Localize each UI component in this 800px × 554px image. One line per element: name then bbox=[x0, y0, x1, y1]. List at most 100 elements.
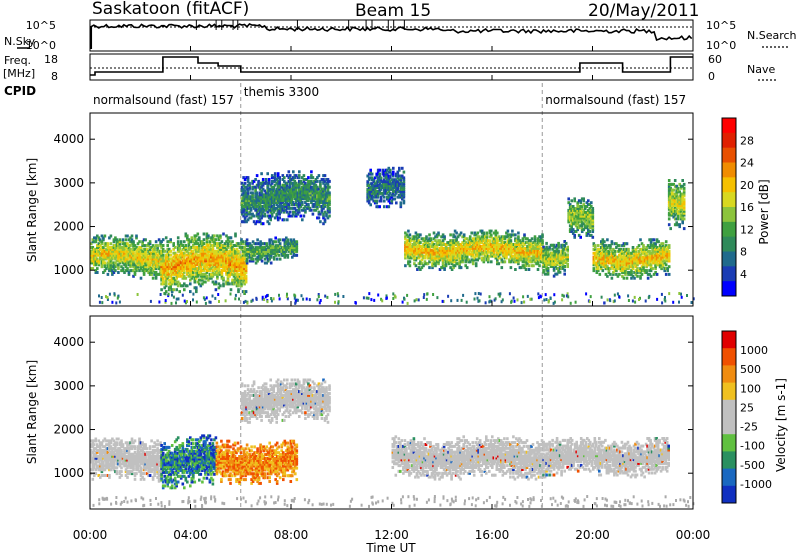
power-cell bbox=[208, 240, 212, 244]
power-cell bbox=[579, 208, 582, 212]
power-cell bbox=[117, 271, 120, 274]
power-cell bbox=[270, 208, 274, 212]
power-cell bbox=[470, 246, 473, 250]
power-cell bbox=[503, 237, 507, 241]
power-cell bbox=[271, 246, 274, 250]
power-cell bbox=[231, 257, 234, 261]
power-cell bbox=[395, 178, 398, 182]
power-cell bbox=[282, 248, 285, 251]
power-cell bbox=[607, 257, 611, 261]
power-cell bbox=[604, 265, 608, 269]
power-cell bbox=[273, 199, 277, 203]
power-cell bbox=[444, 254, 448, 258]
power-cell bbox=[179, 284, 183, 288]
power-cell bbox=[160, 255, 163, 259]
power-cell bbox=[226, 282, 230, 286]
power-cell bbox=[142, 267, 146, 271]
power-cell bbox=[503, 243, 507, 246]
power-cell bbox=[222, 255, 225, 259]
power-cell bbox=[561, 265, 565, 268]
power-cell bbox=[121, 240, 125, 244]
power-cell bbox=[482, 256, 486, 260]
power-cell bbox=[453, 248, 457, 252]
power-cell bbox=[287, 176, 291, 180]
power-cell bbox=[607, 255, 611, 259]
power-cell bbox=[170, 270, 174, 274]
power-cell bbox=[103, 251, 107, 255]
power-cell bbox=[141, 249, 144, 253]
power-cell bbox=[571, 212, 575, 216]
power-cell bbox=[434, 254, 437, 258]
power-cell bbox=[319, 189, 322, 193]
power-cell bbox=[624, 257, 627, 261]
power-cell bbox=[129, 261, 132, 265]
power-cell bbox=[490, 252, 493, 256]
power-cell bbox=[211, 259, 215, 263]
power-cell bbox=[568, 228, 572, 232]
power-cell bbox=[639, 269, 642, 273]
power-cell bbox=[94, 255, 98, 259]
power-cell bbox=[161, 267, 165, 271]
power-cell bbox=[126, 247, 129, 251]
power-cell bbox=[467, 260, 470, 264]
power-cell bbox=[432, 246, 436, 250]
power-cell bbox=[198, 263, 201, 267]
power-cell bbox=[234, 259, 237, 263]
power-cell bbox=[129, 253, 132, 257]
power-cell bbox=[613, 253, 617, 257]
power-cell bbox=[407, 254, 410, 258]
power-cell bbox=[96, 246, 99, 249]
power-cell bbox=[369, 187, 372, 191]
power-cell bbox=[568, 205, 572, 208]
power-cell bbox=[217, 249, 221, 253]
power-cell bbox=[195, 255, 198, 259]
power-cell bbox=[322, 206, 325, 210]
power-cell bbox=[554, 263, 557, 266]
power-cell bbox=[284, 195, 288, 199]
power-cell bbox=[299, 193, 303, 197]
power-cell bbox=[612, 271, 615, 274]
power-cell bbox=[270, 199, 274, 203]
power-cell bbox=[235, 251, 239, 255]
power-cell bbox=[621, 249, 624, 253]
power-cell bbox=[296, 191, 300, 195]
power-cell bbox=[290, 203, 294, 206]
power-cell bbox=[276, 183, 280, 187]
power-cell bbox=[317, 195, 321, 199]
power-cell bbox=[649, 257, 653, 261]
power-cell bbox=[172, 255, 175, 259]
power-cell bbox=[281, 193, 285, 197]
power-cell bbox=[166, 251, 169, 255]
power-cell bbox=[628, 257, 632, 261]
power-cell bbox=[175, 288, 178, 292]
power-cell bbox=[487, 256, 490, 260]
power-cell bbox=[560, 245, 563, 249]
power-cell bbox=[254, 249, 258, 253]
power-cell bbox=[619, 267, 623, 271]
power-cell bbox=[622, 244, 626, 248]
power-cell bbox=[384, 180, 388, 184]
power-cell bbox=[105, 242, 108, 246]
power-cell bbox=[310, 176, 313, 180]
power-cell bbox=[114, 269, 117, 273]
power-cell bbox=[260, 249, 264, 253]
power-cell bbox=[115, 246, 119, 249]
power-cell bbox=[240, 278, 243, 282]
power-cell bbox=[477, 248, 481, 252]
power-cell bbox=[450, 243, 454, 246]
power-cell bbox=[283, 185, 286, 189]
power-cell bbox=[272, 208, 275, 212]
power-cell bbox=[272, 249, 276, 253]
power-cell bbox=[588, 226, 592, 230]
power-cell bbox=[574, 220, 578, 224]
power-cell bbox=[435, 245, 439, 248]
power-cell bbox=[376, 168, 380, 172]
power-cell bbox=[555, 243, 559, 247]
power-cell bbox=[222, 269, 225, 272]
power-cell bbox=[512, 250, 516, 254]
power-cell bbox=[189, 290, 192, 294]
power-cell bbox=[295, 181, 298, 185]
power-cell bbox=[207, 257, 210, 261]
power-cell bbox=[387, 170, 391, 174]
power-cell bbox=[202, 274, 206, 278]
